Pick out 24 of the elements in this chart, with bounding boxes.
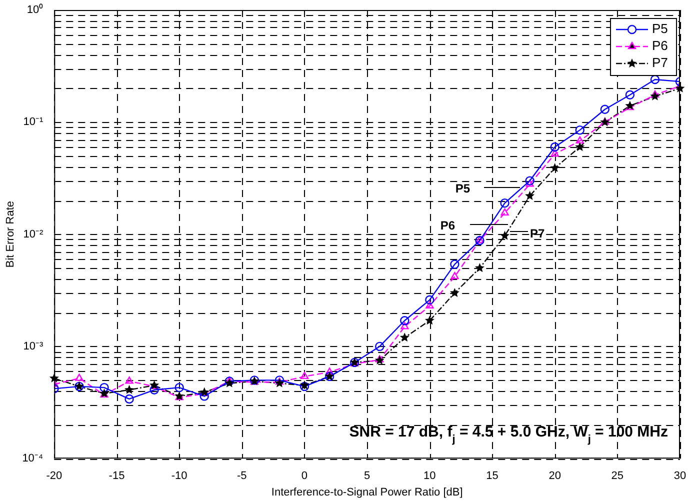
annotation: P6 [440, 218, 456, 232]
y-tick-label: 10⁻³ [23, 340, 44, 352]
x-tick-label: 15 [486, 470, 498, 482]
x-tick-label: 0 [301, 470, 308, 482]
legend-label: P5 [652, 21, 668, 36]
y-tick-label: 10⁻⁴ [22, 452, 44, 465]
x-tick-label: 10 [424, 470, 436, 482]
legend-label: P6 [652, 38, 668, 54]
annotation: P7 [530, 226, 546, 240]
x-tick-label: 5 [364, 470, 370, 482]
x-tick-label: 25 [611, 470, 624, 482]
x-tick-label: -20 [46, 470, 62, 482]
y-tick-label: 10⁻¹ [23, 116, 44, 128]
y-tick-label: 10⁻² [23, 228, 44, 240]
legend-label: P7 [652, 55, 668, 70]
x-tick-label: -10 [171, 470, 188, 482]
x-tick-label: 20 [548, 470, 561, 482]
x-tick-label: 30 [674, 470, 686, 482]
x-tick-label: -5 [237, 470, 247, 482]
annotation: P5 [455, 181, 470, 196]
y-tick-label: 10⁰ [26, 3, 44, 16]
y-axis-title: Bit Error Rate [4, 200, 17, 268]
x-tick-label: -15 [108, 470, 125, 482]
x-axis-title: Interference-to-Signal Power Ratio [dB] [271, 486, 463, 498]
